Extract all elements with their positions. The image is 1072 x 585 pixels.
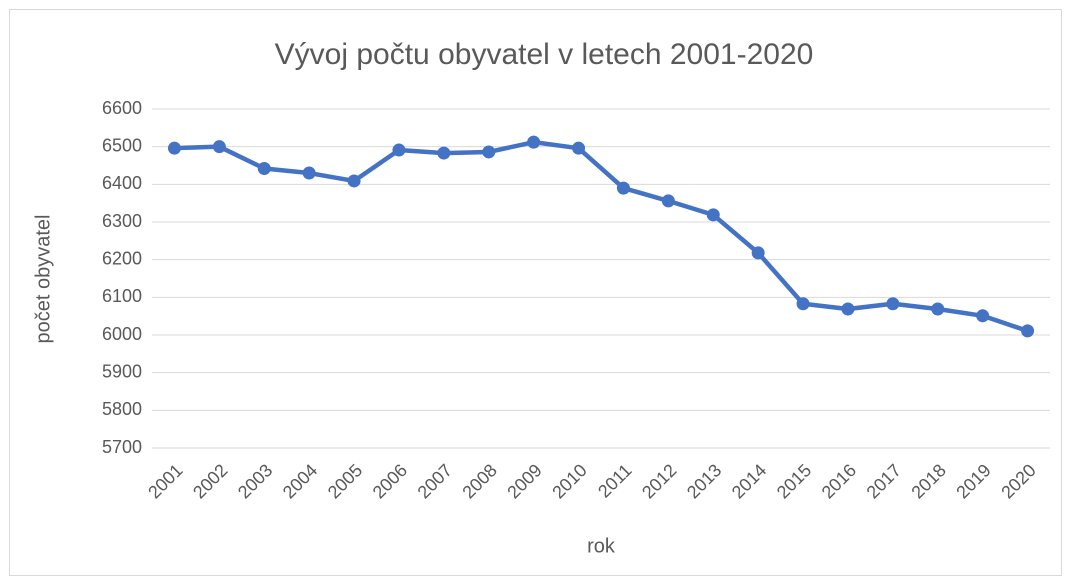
y-tick-label: 6000 — [102, 324, 142, 344]
y-tick-label: 6100 — [102, 286, 142, 306]
data-point — [572, 141, 586, 155]
data-point — [212, 140, 226, 154]
y-tick-label: 6600 — [102, 98, 142, 118]
y-tick-label: 6400 — [102, 173, 142, 193]
y-tick-label: 5800 — [102, 399, 142, 419]
data-point — [706, 208, 720, 222]
data-point — [751, 246, 765, 260]
data-point — [482, 145, 496, 159]
data-point — [347, 174, 361, 188]
data-point — [257, 162, 271, 176]
data-point — [302, 166, 316, 180]
y-axis-label: počet obyvatel — [32, 215, 54, 344]
data-point — [886, 297, 900, 311]
data-point — [661, 194, 675, 208]
data-point — [931, 302, 945, 316]
chart-title: Vývoj počtu obyvatel v letech 2001-2020 — [275, 38, 814, 71]
data-point — [392, 143, 406, 157]
data-point — [437, 146, 451, 160]
y-tick-label: 6300 — [102, 211, 142, 231]
y-tick-label: 6200 — [102, 248, 142, 268]
y-tick-label: 6500 — [102, 135, 142, 155]
data-point — [796, 297, 810, 311]
data-point — [167, 141, 181, 155]
y-tick-label: 5700 — [102, 437, 142, 457]
line-series — [174, 139, 1029, 333]
x-axis-label: rok — [587, 535, 616, 557]
data-point — [841, 302, 855, 316]
chart-frame — [9, 9, 1062, 576]
data-point — [976, 309, 990, 323]
data-point — [616, 181, 630, 195]
y-tick-label: 5900 — [102, 361, 142, 381]
data-point — [1021, 324, 1035, 338]
data-point — [527, 135, 541, 149]
